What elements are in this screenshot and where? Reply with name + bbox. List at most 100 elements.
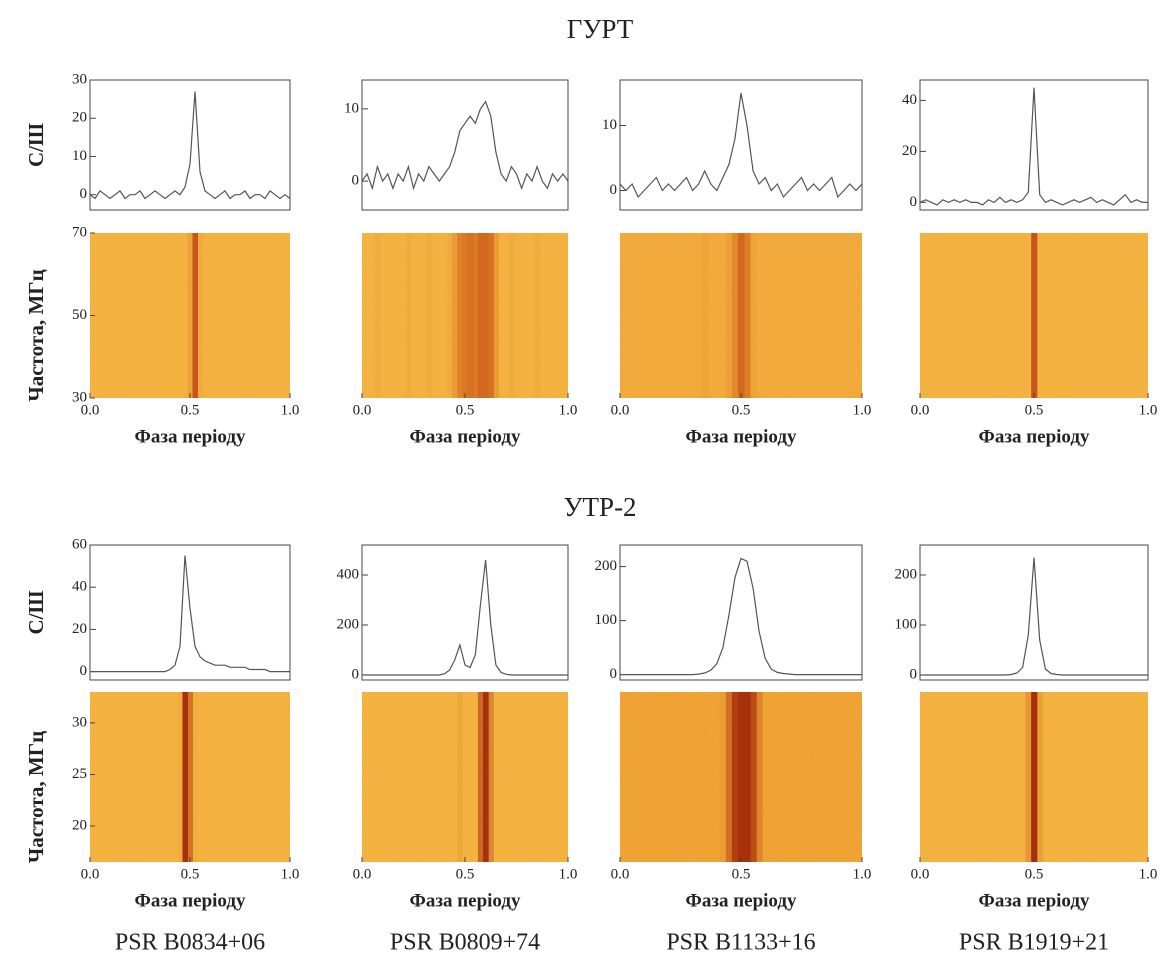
x-tick-label: 0.0 xyxy=(911,866,930,882)
x-tick-label: 1.0 xyxy=(1139,866,1158,882)
y-tick-label: 50 xyxy=(72,307,87,323)
pulse-column xyxy=(426,233,433,398)
x-tick-label: 1.0 xyxy=(853,866,872,882)
pulse-column xyxy=(477,692,484,862)
x-tick-label: 0.5 xyxy=(456,866,475,882)
pulse-column xyxy=(744,233,751,398)
x-tick-label: 0.5 xyxy=(732,866,751,882)
y-tick-label: 20 xyxy=(72,110,87,126)
x-axis-label: Фаза періоду xyxy=(410,426,521,447)
x-tick-label: 0.5 xyxy=(1025,866,1044,882)
plot-frame xyxy=(89,79,291,211)
plot-frame xyxy=(619,544,863,681)
x-tick-label: 1.0 xyxy=(559,866,578,882)
y-tick-label: 40 xyxy=(72,579,87,595)
pulse-column xyxy=(467,233,474,398)
x-tick-label: 1.0 xyxy=(853,402,872,418)
y-tick-label: 30 xyxy=(72,389,87,405)
pulsar-name: PSR B0809+74 xyxy=(390,930,540,956)
y-tick-label: 200 xyxy=(337,616,360,632)
pulse-column xyxy=(472,233,479,398)
y-tick-label: 0 xyxy=(80,663,88,679)
y-tick-label: 0 xyxy=(352,173,360,189)
y-tick-label: 0 xyxy=(352,666,360,682)
spectrum-noise xyxy=(90,233,290,398)
y-tick-label: 0 xyxy=(610,666,618,682)
section-title: ГУРТ xyxy=(567,14,634,44)
pulse-column xyxy=(187,692,193,862)
y-tick-label: 70 xyxy=(72,224,87,240)
y-tick-label: 200 xyxy=(595,558,618,574)
pulse-column xyxy=(457,692,463,862)
profile-line xyxy=(90,555,290,673)
profile-line xyxy=(919,87,1148,206)
plot-frame xyxy=(361,79,569,211)
pulse-column xyxy=(488,692,494,862)
pulse-column xyxy=(374,233,381,398)
y-tick-label: 0 xyxy=(80,186,88,202)
x-tick-label: 0.0 xyxy=(911,402,930,418)
pulse-column xyxy=(737,692,745,862)
pulse-column xyxy=(178,692,184,862)
pulse-column xyxy=(719,692,727,862)
y-axis-label: Частота, МГц xyxy=(24,731,48,863)
x-tick-label: 0.5 xyxy=(456,402,475,418)
spectrum-noise xyxy=(362,692,568,862)
y-tick-label: 20 xyxy=(902,143,917,159)
pulse-column xyxy=(701,233,709,398)
plot-frame xyxy=(919,544,1149,681)
y-tick-label: 10 xyxy=(602,117,617,133)
pulse-column xyxy=(446,233,453,398)
spectrum-noise xyxy=(90,692,290,862)
pulse-column xyxy=(483,233,489,398)
x-axis-label: Фаза періоду xyxy=(410,890,521,911)
y-tick-label: 30 xyxy=(72,71,87,87)
pulse-column xyxy=(483,692,489,862)
x-tick-label: 0.5 xyxy=(181,402,200,418)
pulse-column xyxy=(1025,692,1032,862)
pulse-column xyxy=(731,692,739,862)
y-tick-label: 30 xyxy=(72,714,87,730)
y-tick-label: 40 xyxy=(902,92,917,108)
x-tick-label: 0.0 xyxy=(81,866,100,882)
y-tick-label: 10 xyxy=(72,148,87,164)
x-tick-label: 0.5 xyxy=(732,402,751,418)
y-tick-label: 0 xyxy=(610,182,618,198)
pulse-column xyxy=(493,233,499,398)
y-axis-label: С/Ш xyxy=(24,590,48,634)
pulse-column xyxy=(756,692,763,862)
y-tick-label: 100 xyxy=(595,612,618,628)
pulse-column xyxy=(1031,692,1038,862)
y-tick-label: 400 xyxy=(337,566,360,582)
pulse-column xyxy=(725,692,733,862)
pulse-column xyxy=(405,233,412,398)
y-tick-label: 60 xyxy=(72,536,87,552)
pulse-column xyxy=(187,233,193,398)
x-tick-label: 1.0 xyxy=(559,402,578,418)
pulse-column xyxy=(457,233,463,398)
y-tick-label: 0 xyxy=(910,194,918,210)
x-axis-label: Фаза періоду xyxy=(686,890,797,911)
profile-line xyxy=(362,559,568,676)
pulse-column xyxy=(534,233,541,398)
profile-line xyxy=(619,92,863,199)
pulse-column xyxy=(192,233,198,398)
pulsar-name: PSR B0834+06 xyxy=(115,930,265,956)
y-tick-label: 200 xyxy=(895,566,918,582)
x-axis-label: Фаза періоду xyxy=(135,890,246,911)
y-axis-label: Частота, МГц xyxy=(24,269,48,401)
x-tick-label: 1.0 xyxy=(1139,402,1158,418)
pulse-column xyxy=(193,692,199,862)
x-tick-label: 0.0 xyxy=(353,866,372,882)
pulse-column xyxy=(477,233,484,398)
x-axis-label: Фаза періоду xyxy=(979,890,1090,911)
profile-line xyxy=(920,557,1148,676)
y-tick-label: 0 xyxy=(910,666,918,682)
x-tick-label: 1.0 xyxy=(281,866,300,882)
y-tick-label: 20 xyxy=(72,817,87,833)
pulse-column xyxy=(1036,692,1044,862)
section-title: УТР-2 xyxy=(563,492,636,522)
pulse-column xyxy=(462,233,469,398)
pulse-column xyxy=(725,233,733,398)
pulsar-name: PSR B1919+21 xyxy=(959,930,1109,956)
